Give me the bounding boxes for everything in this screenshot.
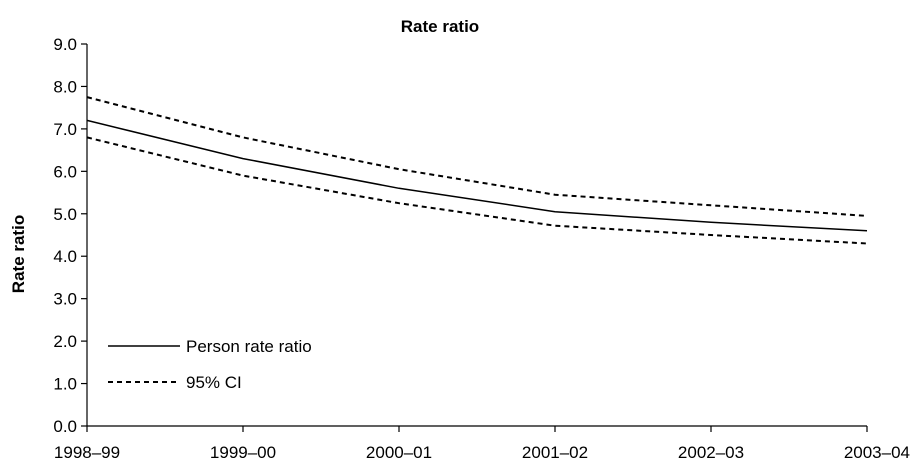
series-line-person-rate-ratio bbox=[86, 119, 868, 232]
legend: Person rate ratio 95% CI bbox=[108, 337, 312, 392]
y-tick-label: 3.0 bbox=[53, 290, 77, 309]
chart-title: Rate ratio bbox=[401, 17, 479, 36]
x-tick-label: 2002–03 bbox=[678, 443, 744, 462]
y-tick-label: 7.0 bbox=[53, 120, 77, 139]
x-axis-ticks: 1998–99 1999–00 2000–01 2001–02 2002–03 2003–… bbox=[54, 426, 910, 462]
y-tick-label: 6.0 bbox=[53, 162, 77, 181]
x-tick-label: 1998–99 bbox=[54, 443, 120, 462]
legend-label-person-rate-ratio: Person rate ratio bbox=[186, 337, 312, 356]
series-line-95-ci-upper bbox=[86, 96, 868, 217]
y-tick-label: 5.0 bbox=[53, 205, 77, 224]
y-tick-label: 4.0 bbox=[53, 247, 77, 266]
x-tick-label: 2000–01 bbox=[366, 443, 432, 462]
y-tick-label: 1.0 bbox=[53, 375, 77, 394]
y-tick-label: 0.0 bbox=[53, 417, 77, 436]
y-tick-label: 8.0 bbox=[53, 77, 77, 96]
y-axis-label: Rate ratio bbox=[9, 215, 28, 293]
series-line-95-ci-lower bbox=[86, 136, 868, 245]
y-tick-label: 9.0 bbox=[53, 35, 77, 54]
y-axis-ticks: 0.0 1.0 2.0 3.0 4.0 5.0 6.0 7.0 8.0 9.0 bbox=[53, 35, 87, 436]
x-tick-label: 1999–00 bbox=[210, 443, 276, 462]
series-lines bbox=[86, 96, 868, 245]
x-tick-label: 2003–04 bbox=[844, 443, 910, 462]
legend-label-95-ci: 95% CI bbox=[186, 373, 242, 392]
x-tick-label: 2001–02 bbox=[522, 443, 588, 462]
y-tick-label: 2.0 bbox=[53, 332, 77, 351]
